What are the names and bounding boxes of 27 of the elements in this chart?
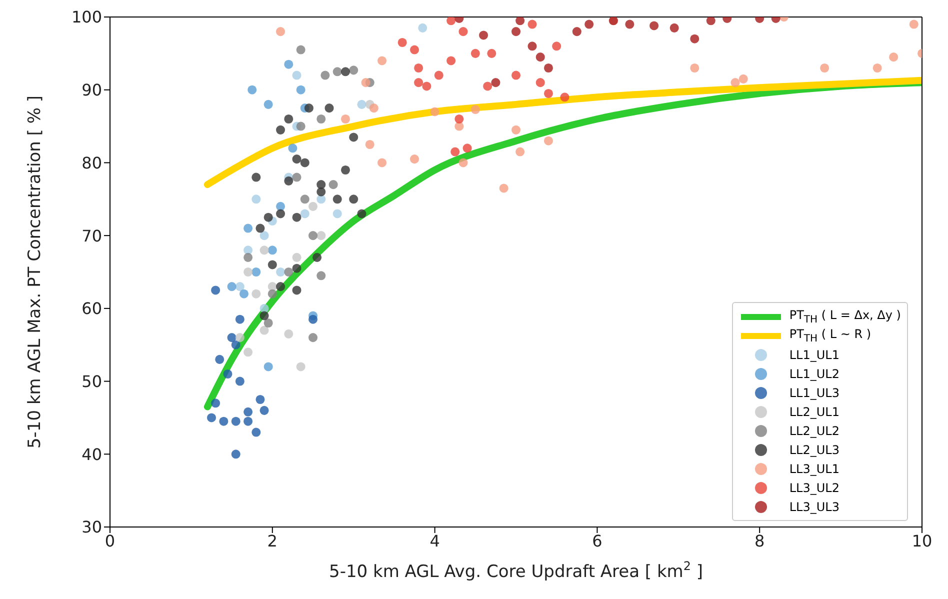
- x-axis-title: 5-10 km AGL Avg. Core Updraft Area [ km$^{2}$ ]: [329, 559, 703, 582]
- legend-label: LL2_UL3: [789, 442, 840, 456]
- x-tick-label: 6: [592, 531, 602, 550]
- y-tick-label: 30: [82, 518, 102, 537]
- x-tick-label: 0: [104, 531, 116, 550]
- legend-label: LL2_UL1: [789, 404, 840, 418]
- legend-label: LL2_UL2: [789, 424, 840, 438]
- legend-label: LL3_UL1: [789, 462, 840, 476]
- legend-label: PT$_{TH}$ ( L = Δx, Δy ): [789, 308, 901, 326]
- x-tick-label: 4: [430, 531, 440, 550]
- x-tick-label: 2: [267, 531, 278, 550]
- legend-label: PT$_{TH}$ ( L ~ R ): [789, 326, 872, 344]
- legend-label: LL3_UL2: [789, 480, 840, 494]
- y-axis-title: 5-10 km AGL Max. PT Concentration [ % ]: [25, 95, 45, 449]
- y-tick-label: 40: [82, 444, 102, 464]
- legend-label: LL1_UL2: [789, 366, 840, 380]
- y-tick-label: 100: [71, 8, 102, 27]
- legend-label: LL3_UL3: [789, 500, 840, 514]
- legend-label: LL1_UL1: [789, 348, 840, 362]
- x-tick-label: 10: [912, 531, 932, 550]
- x-tick-label: 8: [754, 531, 765, 550]
- y-tick-label: 50: [82, 372, 102, 391]
- y-tick-label: 70: [82, 226, 102, 246]
- y-tick-label: 80: [82, 153, 102, 172]
- y-tick-label: 90: [82, 80, 102, 100]
- y-tick-label: 60: [82, 299, 102, 318]
- legend-label: LL1_UL3: [789, 386, 840, 400]
